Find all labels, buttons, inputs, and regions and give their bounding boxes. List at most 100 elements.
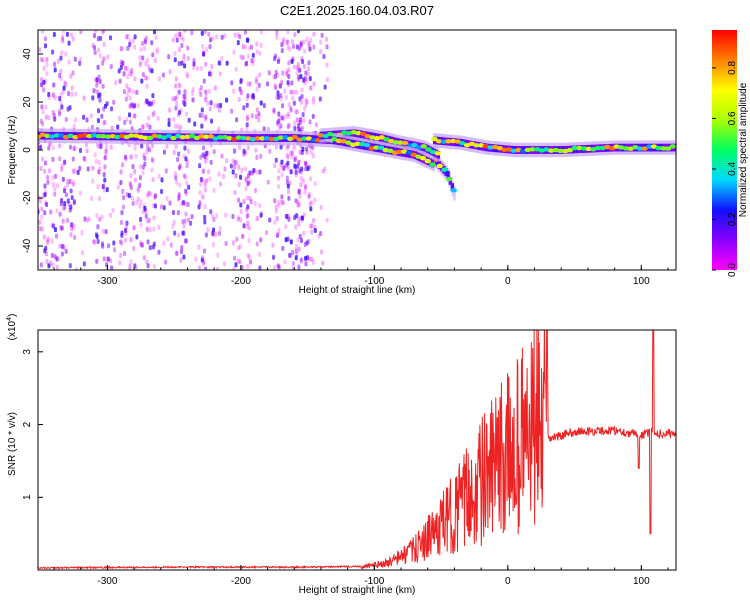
spectrogram-cell bbox=[273, 56, 277, 62]
spectrogram-cell bbox=[73, 235, 77, 241]
spectrogram-cell bbox=[309, 206, 313, 212]
spectrogram-cell bbox=[202, 259, 206, 265]
spectrogram-cell bbox=[186, 56, 190, 62]
spectrogram-cell bbox=[60, 104, 64, 110]
spectrogram-cell bbox=[60, 197, 64, 203]
spectrogram-cell bbox=[204, 89, 208, 95]
spectrogram-cell bbox=[150, 157, 154, 163]
spectrogram-cell bbox=[148, 100, 152, 106]
spectrogram-cell bbox=[204, 232, 208, 238]
spectrogram-cell bbox=[56, 256, 60, 262]
spectrogram-cell bbox=[192, 64, 196, 70]
spectrogram-cell bbox=[58, 143, 62, 149]
spectrogram-cell bbox=[138, 182, 142, 188]
spectrogram-cell bbox=[280, 80, 284, 86]
spectrogram-cell bbox=[71, 70, 75, 76]
spectrogram-cell bbox=[303, 185, 307, 191]
spectrogram-cell bbox=[153, 30, 157, 35]
spectrogram-cell bbox=[56, 58, 60, 64]
spectrogram-cell bbox=[323, 166, 327, 172]
spectrogram-cell bbox=[112, 240, 116, 246]
spectrogram-cell bbox=[162, 240, 166, 246]
spectrogram-cell bbox=[125, 220, 129, 226]
spectrogram-cell bbox=[152, 99, 156, 105]
spectrogram-cell bbox=[293, 32, 297, 38]
spectrogram-cell bbox=[136, 185, 140, 191]
spectrogram-cell bbox=[102, 172, 106, 178]
spectrogram-cell bbox=[245, 37, 249, 43]
spectrogram-cell bbox=[58, 111, 62, 117]
spectrogram-cell bbox=[68, 263, 72, 269]
spectrogram-cell bbox=[585, 146, 592, 152]
spectrogram-cell bbox=[211, 231, 215, 237]
spectrogram-cell bbox=[39, 56, 43, 62]
spectrogram-cell bbox=[139, 46, 143, 52]
spectrogram-cell bbox=[294, 255, 298, 261]
spectrogram-cell bbox=[180, 245, 184, 251]
spectrogram-cell bbox=[571, 145, 578, 151]
spectrogram-cell bbox=[119, 64, 123, 70]
spectrogram-cell bbox=[233, 32, 237, 38]
spectrogram-cell bbox=[249, 44, 253, 50]
spectrogram-cell bbox=[41, 109, 45, 115]
spectrogram-cell bbox=[290, 150, 294, 156]
spectrogram-cell bbox=[224, 212, 228, 218]
spectrogram-cell bbox=[143, 161, 147, 167]
spectrogram-cell bbox=[251, 52, 255, 58]
spectrogram-cell bbox=[103, 119, 107, 125]
spectrogram-cell bbox=[200, 30, 204, 36]
spectrogram-cell bbox=[52, 31, 56, 37]
spectrogram-cell bbox=[94, 158, 98, 164]
spectrogram-cell bbox=[301, 59, 305, 65]
spectrogram-cell bbox=[331, 136, 338, 142]
spectrogram-cell bbox=[246, 204, 250, 210]
spectrogram-cell bbox=[178, 163, 182, 169]
spectrogram-cell bbox=[109, 258, 113, 264]
spectrogram-cell bbox=[53, 67, 57, 73]
spectrogram-cell bbox=[248, 170, 252, 176]
spectrogram-cell bbox=[275, 233, 279, 239]
spectrogram-cell bbox=[131, 164, 135, 170]
spectrogram-cell bbox=[197, 244, 201, 250]
spectrogram-cell bbox=[144, 61, 148, 67]
spectrogram-cell bbox=[230, 80, 234, 86]
spectrogram-cell bbox=[622, 146, 630, 151]
spectrogram-cell bbox=[295, 243, 299, 249]
spectrogram-cell bbox=[123, 120, 127, 126]
spectrogram-y-ticks: -40 -20 0 20 40 bbox=[22, 48, 43, 253]
spectrogram-cell bbox=[47, 115, 51, 121]
spectrogram-cell bbox=[304, 97, 308, 103]
spectrogram-cell bbox=[213, 103, 217, 109]
spectrogram-cell bbox=[291, 43, 295, 49]
spectrogram-cell bbox=[151, 93, 155, 99]
spectrogram-cell bbox=[245, 113, 249, 119]
spectrogram-cell bbox=[71, 225, 75, 231]
spectrogram-cell bbox=[40, 214, 44, 220]
spectrogram-cell bbox=[258, 203, 262, 209]
spectrogram-cell bbox=[92, 239, 96, 245]
spectrogram-cell bbox=[43, 36, 47, 42]
spectrogram-cell bbox=[64, 192, 68, 198]
spectrogram-cell bbox=[70, 195, 74, 201]
spectrogram-cell bbox=[90, 124, 94, 130]
spectrogram-cell bbox=[61, 176, 65, 182]
spectrogram-cell bbox=[298, 193, 302, 199]
spectrogram-cell bbox=[256, 215, 260, 221]
spectrogram-cell bbox=[47, 263, 51, 269]
spectrogram-cell bbox=[164, 259, 168, 265]
spectrogram-cell bbox=[150, 167, 154, 173]
colorbar-tick-label: 0.8 bbox=[727, 61, 738, 75]
spectrogram-cell bbox=[325, 217, 329, 223]
spectrogram-cell bbox=[124, 154, 128, 160]
spectrogram-cell bbox=[230, 108, 234, 114]
spectrogram-cell bbox=[203, 180, 207, 186]
spectrogram-cell bbox=[274, 204, 278, 210]
spectrogram-cell bbox=[217, 231, 221, 237]
spectrogram-cell bbox=[311, 113, 315, 119]
spectrogram-cell bbox=[71, 156, 75, 162]
spectrogram-cell bbox=[172, 149, 176, 155]
spectrogram-cell bbox=[291, 261, 295, 267]
spectrogram-cell bbox=[145, 83, 149, 89]
spectrogram-cell bbox=[279, 93, 283, 99]
spectrogram-cell bbox=[106, 256, 110, 262]
